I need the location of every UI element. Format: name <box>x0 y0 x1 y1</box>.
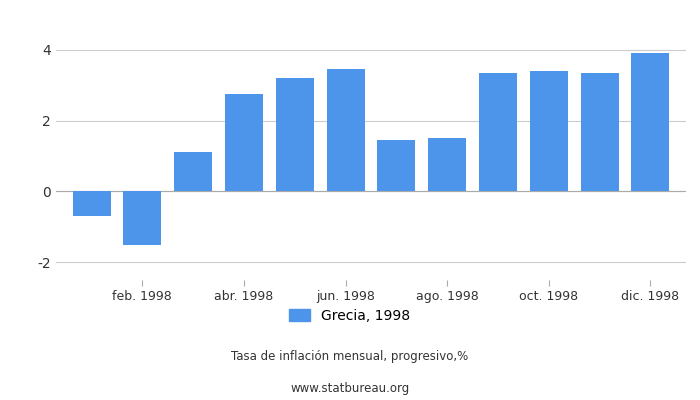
Bar <box>276 78 314 192</box>
Bar <box>530 71 568 192</box>
Bar <box>377 140 416 192</box>
Text: www.statbureau.org: www.statbureau.org <box>290 382 410 395</box>
Bar <box>326 69 365 192</box>
Bar <box>123 192 162 245</box>
Bar <box>73 192 111 216</box>
Legend: Grecia, 1998: Grecia, 1998 <box>284 303 416 328</box>
Bar <box>479 73 517 192</box>
Bar <box>428 138 466 192</box>
Bar <box>631 53 669 192</box>
Bar <box>580 73 619 192</box>
Bar <box>174 152 212 192</box>
Text: Tasa de inflación mensual, progresivo,%: Tasa de inflación mensual, progresivo,% <box>232 350 468 363</box>
Bar <box>225 94 263 192</box>
